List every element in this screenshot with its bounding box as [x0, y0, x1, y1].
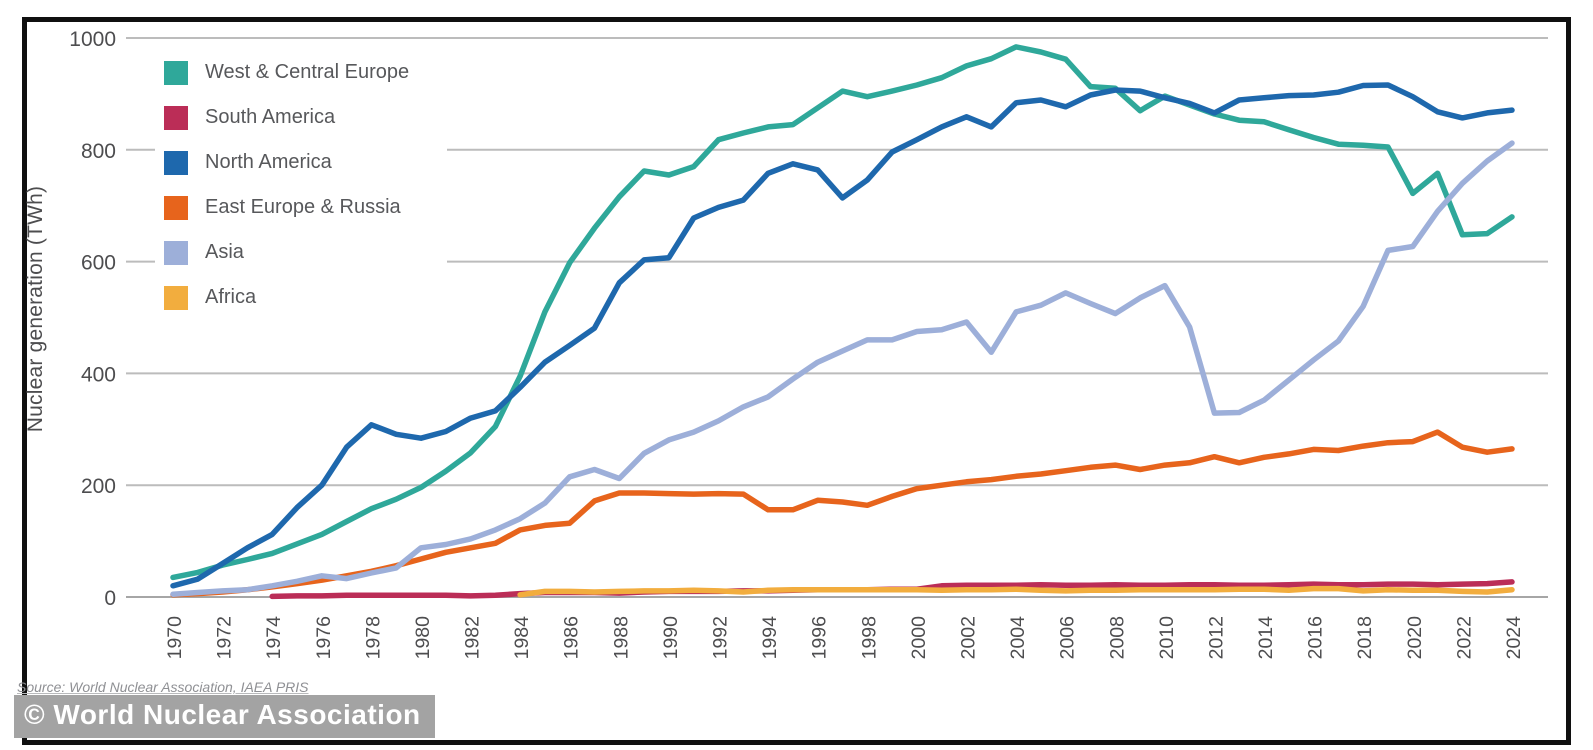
series-line-north-america	[170, 82, 1515, 589]
legend-label: South America	[205, 106, 336, 128]
legend-swatch-icon	[164, 240, 188, 265]
y-axis-tick-label: 0	[104, 587, 116, 610]
x-axis-tick-label: 1982	[462, 616, 484, 659]
series-line-africa	[517, 585, 1515, 598]
x-axis-tick-label: 1972	[214, 616, 236, 659]
legend-label: North America	[205, 151, 332, 173]
x-axis-tick-label: 1990	[660, 616, 682, 660]
x-axis-tick-label: 1994	[759, 616, 781, 660]
x-axis-tick-label: 2004	[1007, 616, 1029, 660]
x-axis-tick-label: 2008	[1106, 616, 1128, 659]
y-axis-tick-label: 200	[81, 475, 116, 498]
x-axis-tick-label: 1980	[412, 616, 434, 660]
source-note: Source: World Nuclear Association, IAEA …	[17, 679, 309, 695]
x-axis-tick-label: 1976	[313, 616, 335, 659]
x-axis-tick-label: 2000	[908, 616, 930, 660]
legend-swatch-icon	[164, 195, 188, 220]
x-axis-tick-label: 2016	[1305, 616, 1327, 659]
legend-swatch-icon	[164, 105, 188, 130]
x-axis-tick-label: 1986	[561, 616, 583, 659]
legend-item-west-central-europe: West & Central Europe	[164, 50, 409, 95]
x-axis-tick-label: 2024	[1503, 616, 1525, 660]
legend-swatch-icon	[164, 60, 188, 85]
legend: West & Central Europe South America North …	[164, 50, 409, 320]
x-axis-tick-label: 1978	[362, 616, 384, 659]
x-axis-tick-label: 1998	[858, 616, 880, 659]
x-axis-tick-label: 2020	[1404, 616, 1426, 660]
legend-item-africa: Africa	[164, 275, 409, 320]
x-axis-tick-label: 2014	[1255, 616, 1277, 660]
legend-label: Asia	[205, 241, 244, 263]
y-axis-tick-label: 1000	[69, 28, 116, 51]
x-axis-tick-label: 2002	[957, 616, 979, 659]
legend-item-east-europe-russia: East Europe & Russia	[164, 185, 409, 230]
x-axis-tick-label: 1988	[610, 616, 632, 659]
x-axis-tick-label: 1992	[710, 616, 732, 659]
legend-swatch-icon	[164, 285, 188, 310]
x-axis-tick-label: 1970	[164, 616, 186, 660]
series-line-asia	[170, 140, 1515, 597]
legend-item-north-america: North America	[164, 140, 409, 185]
x-axis-tick-label: 2012	[1205, 616, 1227, 659]
legend-label: East Europe & Russia	[205, 196, 401, 218]
series-line-west-central-europe	[170, 44, 1515, 581]
x-axis-tick-label: 1974	[263, 616, 285, 660]
x-axis-tick-label: 1984	[511, 616, 533, 660]
x-axis-tick-label: 2022	[1453, 616, 1475, 659]
x-axis-tick-label: 2018	[1354, 616, 1376, 659]
x-axis-tick-label: 2006	[1057, 616, 1079, 659]
legend-item-asia: Asia	[164, 230, 409, 275]
y-axis-tick-label: 800	[81, 140, 116, 163]
legend-swatch-icon	[164, 150, 188, 175]
y-axis-tick-label: 400	[81, 363, 116, 386]
legend-label: West & Central Europe	[205, 61, 410, 83]
x-axis-tick-label: 2010	[1156, 616, 1178, 660]
y-axis-tick-label: 600	[81, 252, 116, 275]
copyright-watermark: © World Nuclear Association	[14, 695, 435, 738]
legend-item-south-america: South America	[164, 95, 409, 140]
y-axis-title: Nuclear generation (TWh)	[24, 185, 47, 433]
legend-label: Africa	[205, 286, 257, 308]
x-axis-tick-label: 1996	[809, 616, 831, 659]
